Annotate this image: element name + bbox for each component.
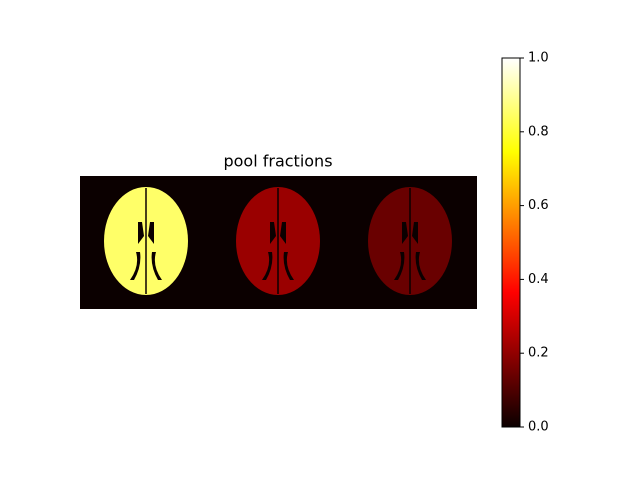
colorbar-tick-label: 0.8 [528,124,549,139]
colorbar-tick-label: 0.6 [528,198,549,213]
ventricle [262,222,294,280]
colorbar-tick-label: 1.0 [528,51,549,66]
colorbar-tick-label: 0.2 [528,346,549,361]
colorbar-tick-label: 0.0 [528,420,549,435]
ventricle [394,222,426,280]
chart-title: pool fractions [223,152,332,171]
ventricle [130,222,162,280]
colorbar [501,57,521,428]
colorbar-tick-label: 0.4 [528,272,549,287]
